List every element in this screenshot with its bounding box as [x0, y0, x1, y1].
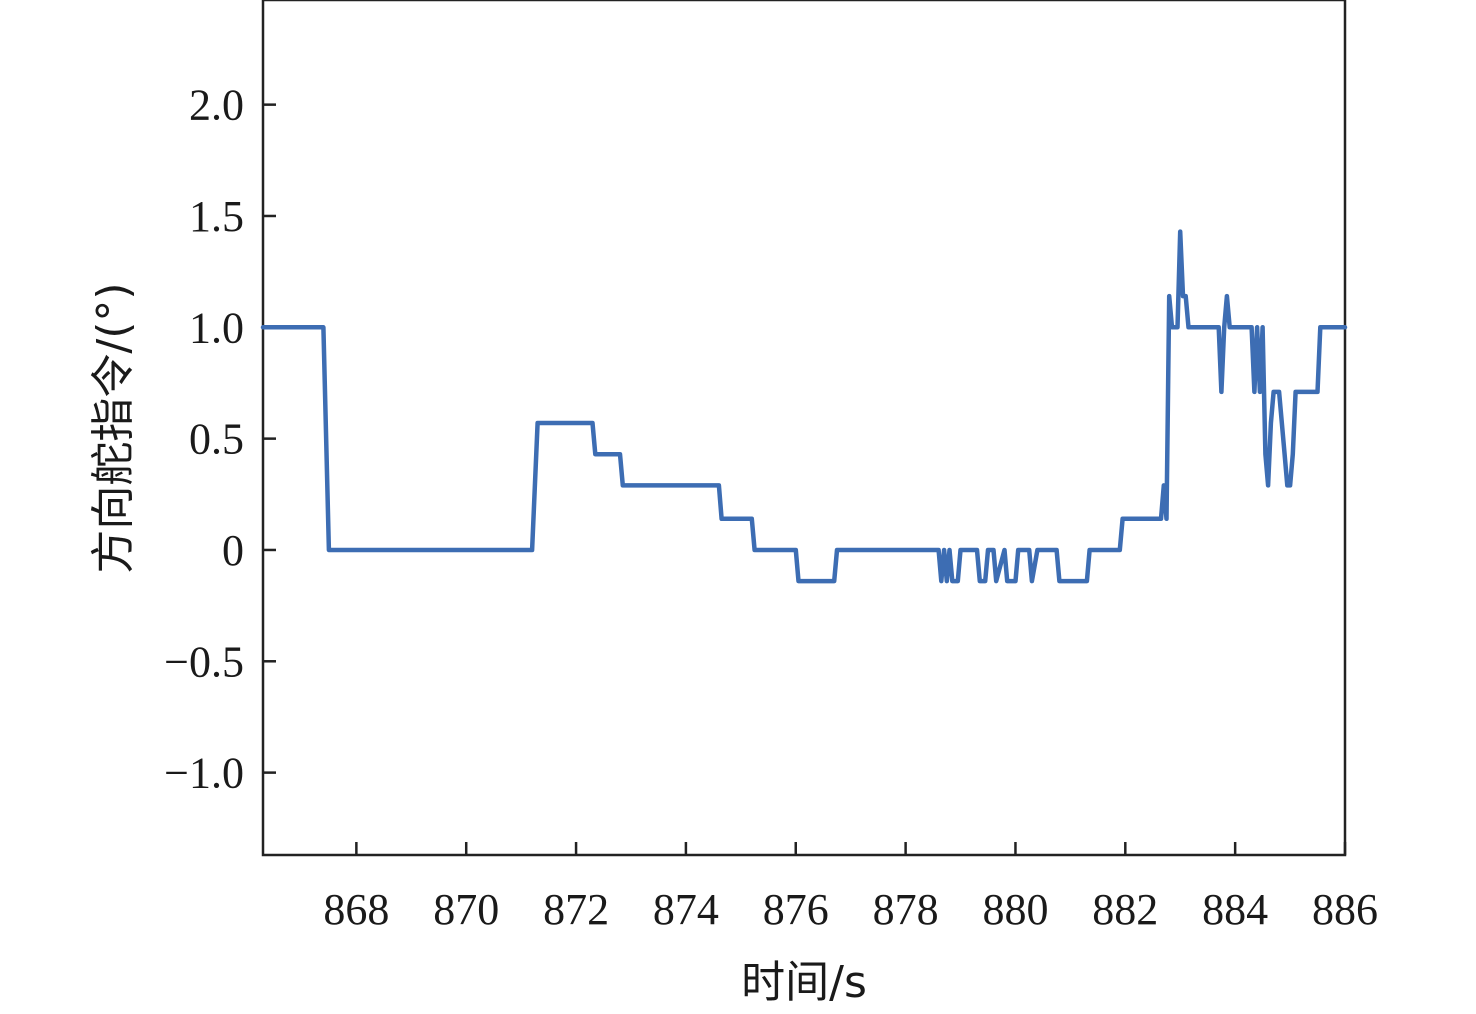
x-tick-label: 876 [763, 885, 829, 934]
series-lines [260, 229, 1348, 584]
x-tick-label: 868 [323, 885, 389, 934]
x-tick-label: 870 [433, 885, 499, 934]
y-tick-label: 0.5 [189, 415, 244, 464]
x-axis: 868 870 872 874 876 878 880 882 884 886 [323, 842, 1378, 934]
y-tick-label: 0 [222, 526, 244, 575]
x-tick-label: 882 [1092, 885, 1158, 934]
x-tick-label: 880 [982, 885, 1048, 934]
y-tick-label: 1.0 [189, 303, 244, 352]
y-tick-label: 1.5 [189, 192, 244, 241]
plot-area-frame [261, 0, 1347, 857]
y-axis: −1.0 −0.5 0 0.5 1.0 1.5 2.0 [164, 81, 276, 798]
x-tick-label: 886 [1312, 885, 1378, 934]
x-tick-label: 878 [873, 885, 939, 934]
y-tick-label: 2.0 [189, 81, 244, 130]
x-tick-label: 874 [653, 885, 719, 934]
x-tick-label: 872 [543, 885, 609, 934]
y-tick-label: −0.5 [164, 637, 244, 686]
y-axis-label: 方向舵指令/(°) [88, 282, 139, 573]
y-tick-label: −1.0 [164, 749, 244, 798]
x-tick-label: 884 [1202, 885, 1268, 934]
series-line-0 [260, 229, 1348, 584]
x-axis-label: 时间/s [741, 957, 867, 1008]
